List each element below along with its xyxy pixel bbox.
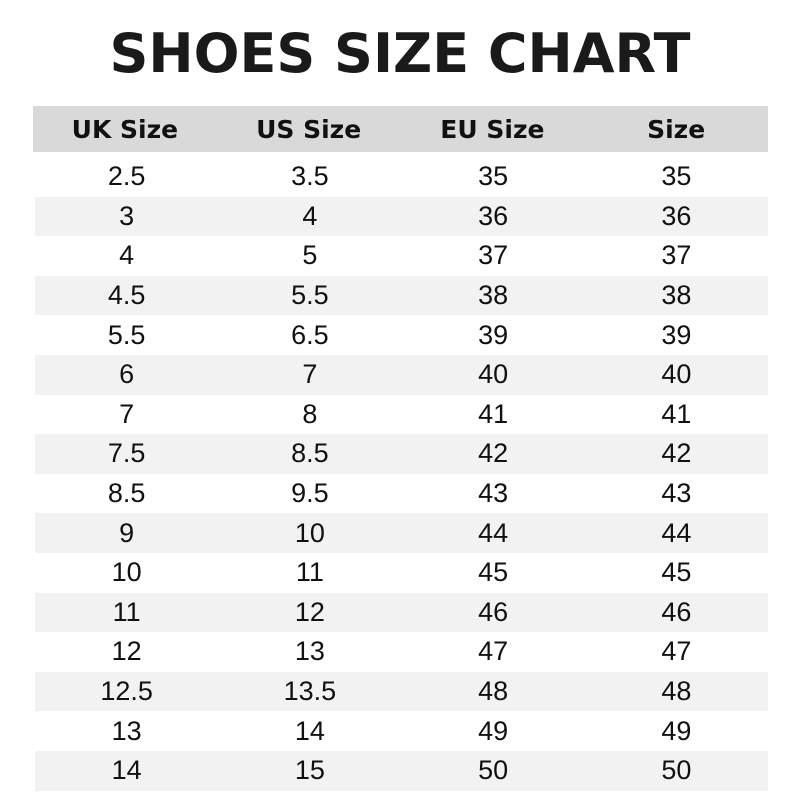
table-cell: 38 <box>478 280 509 311</box>
table-cell: 38 <box>661 280 692 311</box>
table-cell: 11 <box>112 596 141 627</box>
table-cell: 36 <box>661 200 692 231</box>
table-cell: 35 <box>478 161 509 192</box>
table-cell: 4 <box>119 240 135 271</box>
table-cell: 8.5 <box>107 478 146 509</box>
table-cell: 8.5 <box>291 438 329 469</box>
table-cell: 7 <box>119 398 135 429</box>
table-cell: 13.5 <box>283 676 337 707</box>
table-cell: 46 <box>478 596 509 627</box>
table-cell: 3 <box>119 200 135 231</box>
table-row: 11 12 46 46 <box>35 592 768 633</box>
table-cell: 39 <box>661 319 692 350</box>
table-cell: 49 <box>478 715 509 746</box>
table-cell: 9.5 <box>291 478 329 509</box>
table-cell: 45 <box>478 557 509 588</box>
table-cell: 36 <box>478 200 509 231</box>
table-cell: 4.5 <box>107 280 146 311</box>
table-cell: 3.5 <box>291 161 329 192</box>
size-chart-table: UK Size US Size EU Size Size 2.5 3.5 35 35 3… <box>33 106 768 791</box>
table-cell: 7.5 <box>107 438 146 469</box>
table-cell: 5.5 <box>107 319 146 350</box>
table-cell: 43 <box>661 478 692 509</box>
table-row: 9 10 44 44 <box>35 513 768 553</box>
table-cell: 48 <box>478 676 509 707</box>
table-cell: 12 <box>294 596 325 627</box>
table-row: 6 7 40 40 <box>35 354 768 395</box>
table-cell: 42 <box>478 438 509 469</box>
column-header: Size <box>647 114 706 144</box>
table-cell: 41 <box>478 398 509 429</box>
column-header: UK Size <box>71 114 179 144</box>
table-row: 12.5 13.5 48 48 <box>35 671 768 712</box>
table-row: 7 8 41 41 <box>35 395 768 435</box>
table-cell: 41 <box>661 398 692 429</box>
table-cell: 5.5 <box>291 280 329 311</box>
table-cell: 9 <box>119 517 135 548</box>
table-cell: 13 <box>294 636 325 667</box>
table-cell: 35 <box>661 161 692 192</box>
table-row: 8.5 9.5 43 43 <box>35 474 768 514</box>
table-row: 4.5 5.5 38 38 <box>35 275 768 316</box>
table-row: 4 5 37 37 <box>35 236 768 276</box>
table-cell: 40 <box>478 359 509 390</box>
table-cell: 14 <box>111 755 142 786</box>
table-row: 13 14 49 49 <box>35 711 768 751</box>
page-title: SHOES SIZE CHART <box>109 22 691 85</box>
table-cell: 2.5 <box>107 161 146 192</box>
table-cell: 44 <box>661 517 692 548</box>
table-cell: 14 <box>294 715 325 746</box>
table-cell: 37 <box>661 240 692 271</box>
table-header: UK Size US Size EU Size Size <box>33 106 768 152</box>
table-cell: 15 <box>294 755 325 786</box>
table-cell: 48 <box>661 676 692 707</box>
table-cell: 10 <box>294 517 325 548</box>
table-cell: 13 <box>111 715 142 746</box>
table-row: 5.5 6.5 39 39 <box>35 315 768 355</box>
table-cell: 11 <box>295 557 324 588</box>
table-cell: 6 <box>119 359 135 390</box>
table-cell: 45 <box>661 557 692 588</box>
column-header: EU Size <box>440 114 545 144</box>
table-cell: 43 <box>478 478 509 509</box>
table-cell: 4 <box>302 200 318 231</box>
table-cell: 8 <box>302 398 318 429</box>
table-row: 14 15 50 50 <box>35 750 768 791</box>
table-cell: 42 <box>661 438 692 469</box>
table-row: 2.5 3.5 35 35 <box>35 157 768 197</box>
table-cell: 47 <box>661 636 692 667</box>
table-cell: 10 <box>111 557 142 588</box>
column-header: US Size <box>256 114 362 144</box>
table-cell: 50 <box>661 755 692 786</box>
table-row: 3 4 36 36 <box>35 196 768 237</box>
table-cell: 37 <box>478 240 509 271</box>
table-cell: 49 <box>661 715 692 746</box>
table-cell: 39 <box>478 319 509 350</box>
table-cell: 12 <box>111 636 142 667</box>
table-cell: 40 <box>661 359 692 390</box>
table-row: 12 13 47 47 <box>35 632 768 672</box>
table-cell: 46 <box>661 596 692 627</box>
table-cell: 7 <box>302 359 318 390</box>
table-cell: 6.5 <box>291 319 329 350</box>
table-row: 7.5 8.5 42 42 <box>35 434 768 474</box>
table-body: 2.5 3.5 35 35 3 4 36 36 4 5 37 37 4.5 5.5 38 38 5.5 6.5 39… <box>33 157 768 791</box>
table-cell: 12.5 <box>100 676 153 707</box>
table-cell: 44 <box>478 517 509 548</box>
table-cell: 50 <box>478 755 509 786</box>
table-cell: 47 <box>478 636 509 667</box>
table-row: 10 11 45 45 <box>35 553 768 593</box>
table-cell: 5 <box>302 240 318 271</box>
